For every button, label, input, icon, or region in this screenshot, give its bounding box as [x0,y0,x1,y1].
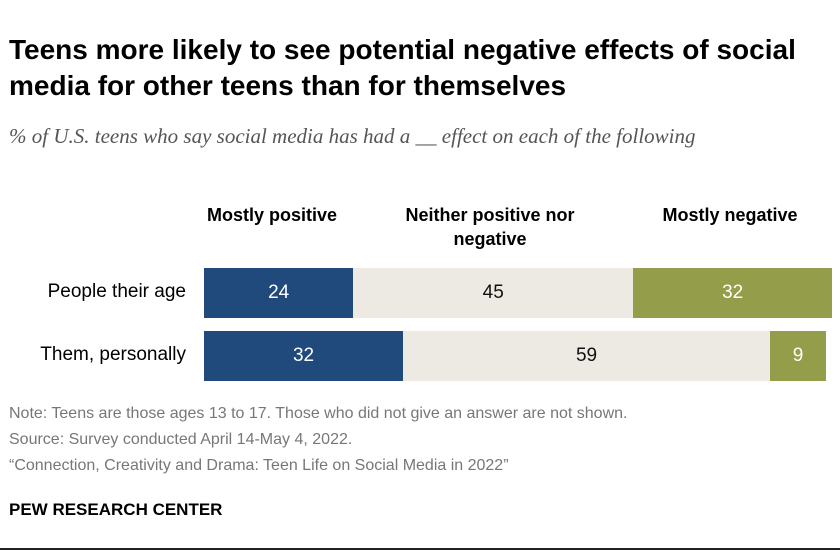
category-label: People their age [47,281,186,302]
bar-segment: 24 [204,268,354,318]
chart-subtitle: % of U.S. teens who say social media has… [9,124,696,148]
bar-segment: 45 [353,268,634,318]
note: Note: Teens are those ages 13 to 17. Tho… [9,405,628,422]
bar-segment: 32 [204,331,404,381]
legend-mostly-negative: Mostly negative [662,205,798,225]
bottom-rule [0,548,840,550]
category-label: Them, personally [40,344,186,365]
brand-logo: PEW RESEARCH CENTER [9,500,223,519]
bar-segment: 32 [633,268,833,318]
legend-mostly-positive: Mostly positive [206,205,338,225]
chart-title: Teens more likely to see potential negat… [9,34,796,101]
bar-segment: 59 [403,331,770,381]
source: Source: Survey conducted April 14-May 4,… [9,431,353,448]
bar-segment: 9 [770,331,826,381]
legend-neither: Neither positive nor negative [405,205,575,249]
report-title: “Connection, Creativity and Drama: Teen … [9,457,509,474]
